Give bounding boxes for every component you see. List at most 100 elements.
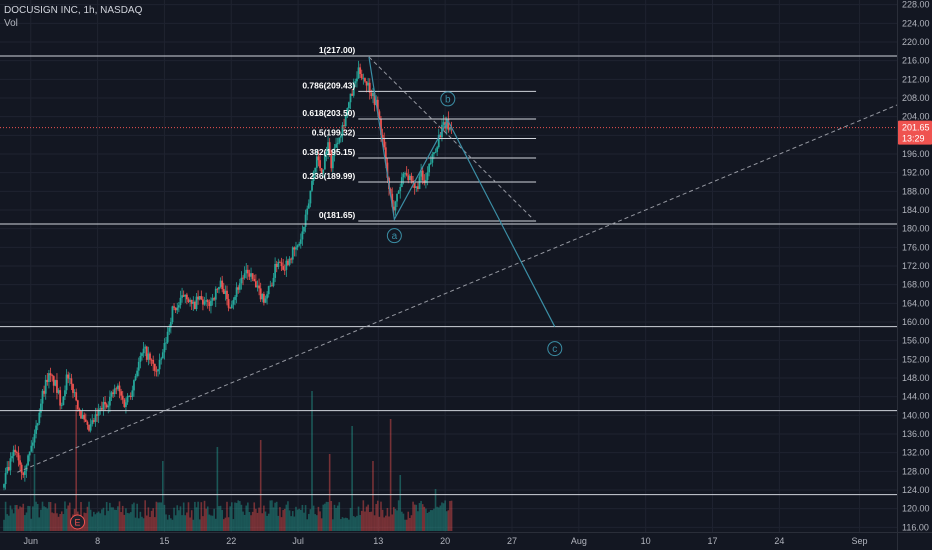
candle-body xyxy=(203,301,206,305)
candle-body xyxy=(303,226,305,232)
candle-body xyxy=(147,353,150,360)
candle-body xyxy=(157,369,159,372)
candle-body xyxy=(150,359,153,361)
volume-bar xyxy=(253,502,256,531)
volume-bar xyxy=(295,506,297,531)
volume-bar xyxy=(149,516,151,531)
volume-bar xyxy=(378,516,381,531)
candle-body xyxy=(307,203,310,209)
candle-body xyxy=(216,288,219,290)
volume-bar xyxy=(99,513,102,531)
candle-body xyxy=(187,299,190,302)
candle-body xyxy=(378,111,381,120)
candle-body xyxy=(360,73,363,79)
candle-body xyxy=(359,67,362,74)
time-tick-label: 20 xyxy=(440,536,450,546)
volume-bar xyxy=(421,504,424,531)
volume-bar xyxy=(439,505,442,531)
volume-bar xyxy=(287,501,289,531)
volume-bar xyxy=(404,519,406,531)
volume-bar xyxy=(333,504,336,531)
volume-bar xyxy=(91,516,94,531)
volume-bar xyxy=(33,454,36,531)
volume-bar xyxy=(394,508,397,531)
candle-body xyxy=(213,298,216,300)
volume-bar xyxy=(291,511,294,531)
price-tick-label: 144.00 xyxy=(902,392,930,402)
volume-bar xyxy=(190,510,193,531)
candle-body xyxy=(413,182,416,188)
volume-bar xyxy=(415,504,418,531)
volume-bar xyxy=(16,505,18,531)
candle-body xyxy=(384,147,387,163)
candle-body xyxy=(9,458,12,471)
volume-bar xyxy=(27,505,29,531)
volume-bar xyxy=(214,518,217,531)
volume-bar xyxy=(434,489,437,531)
volume-bar xyxy=(234,502,236,531)
volume-bar xyxy=(368,512,371,531)
volume-bar xyxy=(385,515,387,531)
candle-body xyxy=(348,102,350,109)
candle-body xyxy=(113,388,116,395)
candle-body xyxy=(389,189,392,194)
candle-body xyxy=(197,296,200,300)
volume-bar xyxy=(115,509,118,531)
volume-bar xyxy=(423,506,426,531)
candle-body xyxy=(314,167,317,172)
candle-body xyxy=(200,296,203,300)
candle-body xyxy=(76,400,79,410)
candle-body xyxy=(437,134,440,148)
candle-body xyxy=(43,390,46,394)
candle-body xyxy=(190,299,193,304)
candle-body xyxy=(210,300,212,306)
volume-bar xyxy=(227,517,230,531)
volume-bar xyxy=(184,515,187,531)
candle-body xyxy=(392,206,395,211)
candle-body xyxy=(171,306,174,322)
volume-bar xyxy=(88,501,90,531)
volume-bar xyxy=(269,500,272,531)
volume-bar xyxy=(113,509,116,531)
volume-bar xyxy=(346,518,349,531)
volume-bar xyxy=(198,519,201,531)
candle-body xyxy=(206,300,209,303)
candle-body xyxy=(23,470,26,475)
candle-body xyxy=(293,247,296,250)
volume-bar xyxy=(93,511,95,531)
volume-bar xyxy=(168,514,171,531)
volume-bar xyxy=(445,511,448,531)
volume-bar xyxy=(277,515,280,531)
candle-body xyxy=(137,361,140,371)
volume-bar xyxy=(283,508,286,531)
candle-body xyxy=(112,392,114,395)
candle-body xyxy=(367,82,370,86)
volume-bar xyxy=(107,510,110,531)
candle-body xyxy=(405,173,408,176)
candle-body xyxy=(65,374,68,391)
volume-bar xyxy=(388,516,390,531)
volume-bar xyxy=(181,515,183,531)
price-tick-label: 188.00 xyxy=(902,186,930,196)
volume-bar xyxy=(178,510,180,531)
candle-body xyxy=(136,370,139,377)
volume-bar xyxy=(48,501,50,531)
volume-bar xyxy=(251,511,254,531)
candle-body xyxy=(248,273,251,277)
candle-body xyxy=(145,346,148,360)
candle-body xyxy=(83,414,86,420)
candle-body xyxy=(425,179,427,184)
volume-bar xyxy=(436,506,438,531)
volume-bar xyxy=(401,511,403,531)
candle-body xyxy=(410,175,413,181)
volume-bar xyxy=(280,517,283,531)
volume-bar xyxy=(447,510,450,531)
symbol-title[interactable]: DOCUSIGN INC, 1h, NASDAQ xyxy=(4,5,143,16)
candle-body xyxy=(62,396,65,406)
candle-body xyxy=(102,401,105,410)
price-tick-label: 172.00 xyxy=(902,261,930,271)
candle-body xyxy=(315,156,318,168)
volume-bar xyxy=(417,511,419,531)
candle-body xyxy=(439,134,442,138)
